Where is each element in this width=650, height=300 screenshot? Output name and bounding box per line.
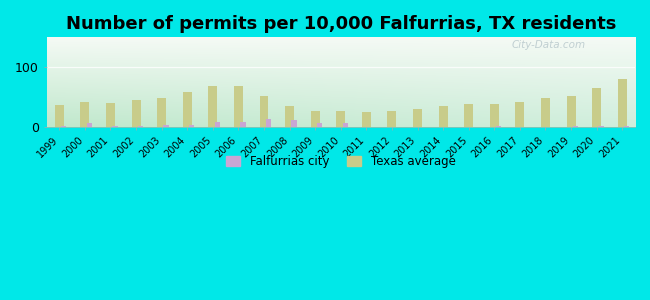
Bar bbox=[112, 126, 118, 127]
Bar bbox=[214, 122, 220, 127]
Text: City-Data.com: City-Data.com bbox=[512, 40, 586, 50]
Bar bbox=[567, 96, 575, 127]
Bar bbox=[61, 126, 66, 127]
Bar bbox=[157, 98, 166, 127]
Bar bbox=[490, 104, 499, 127]
Bar bbox=[240, 122, 246, 127]
Bar bbox=[343, 123, 348, 127]
Bar bbox=[496, 126, 501, 127]
Bar bbox=[189, 125, 194, 127]
Bar bbox=[285, 106, 294, 127]
Bar bbox=[209, 86, 217, 127]
Bar bbox=[573, 126, 578, 127]
Title: Number of permits per 10,000 Falfurrias, TX residents: Number of permits per 10,000 Falfurrias,… bbox=[66, 15, 616, 33]
Bar bbox=[183, 92, 192, 127]
Bar bbox=[163, 125, 169, 127]
Bar bbox=[336, 111, 345, 127]
Bar bbox=[439, 106, 448, 127]
Bar bbox=[138, 126, 143, 127]
Bar bbox=[234, 86, 243, 127]
Bar bbox=[387, 111, 396, 127]
Bar bbox=[515, 102, 525, 127]
Bar bbox=[259, 96, 268, 127]
Bar bbox=[106, 103, 115, 127]
Bar bbox=[317, 123, 322, 127]
Bar bbox=[81, 102, 89, 127]
Bar bbox=[131, 100, 140, 127]
Bar bbox=[464, 104, 473, 127]
Bar bbox=[599, 126, 604, 127]
Bar bbox=[362, 112, 370, 127]
Bar bbox=[266, 118, 271, 127]
Bar bbox=[624, 126, 629, 127]
Bar bbox=[55, 105, 64, 127]
Bar bbox=[541, 98, 550, 127]
Bar bbox=[86, 123, 92, 127]
Legend: Falfurrias city, Texas average: Falfurrias city, Texas average bbox=[222, 151, 460, 173]
Bar bbox=[592, 88, 601, 127]
Bar bbox=[618, 79, 627, 127]
Bar bbox=[291, 120, 297, 127]
Bar bbox=[311, 111, 320, 127]
Bar bbox=[413, 109, 422, 127]
